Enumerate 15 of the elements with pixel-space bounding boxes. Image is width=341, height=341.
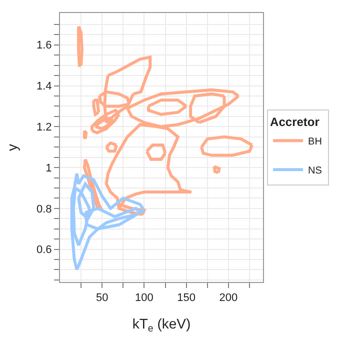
legend-label: BH	[308, 136, 322, 148]
legend-label: NS	[308, 166, 322, 176]
x-axis-title: kT$_{e}$ (keV)	[132, 316, 191, 334]
y-tick-label: 1.6	[36, 40, 52, 52]
x-tick-label: 50	[96, 292, 108, 304]
y-axis-title: y	[4, 144, 20, 151]
x-tick-label: 200	[219, 292, 238, 304]
x-tick-label: 150	[177, 292, 196, 304]
y-tick-label: 1.4	[36, 80, 52, 93]
y-tick-label: 0.6	[36, 244, 52, 256]
x-tick-label: 100	[135, 292, 154, 304]
y-tick-label: 0.8	[36, 203, 52, 216]
legend-title: Accretor	[270, 115, 320, 130]
y-tick-label: 1	[46, 162, 52, 174]
y-tick-label: 1.2	[36, 122, 52, 134]
